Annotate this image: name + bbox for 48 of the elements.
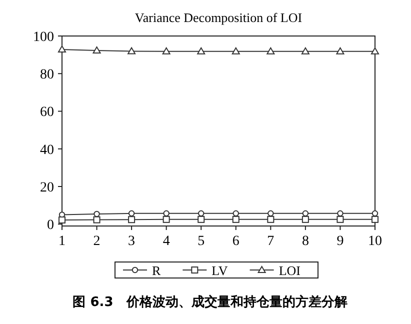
point	[302, 210, 309, 216]
point	[93, 216, 100, 224]
x-tick-label: 10	[368, 234, 382, 249]
x-tick-label: 7	[267, 234, 274, 249]
point	[198, 216, 205, 223]
point	[162, 47, 170, 54]
x-tick-label: 6	[232, 234, 240, 249]
point	[162, 216, 170, 223]
point	[198, 210, 204, 216]
point	[372, 210, 378, 216]
point	[336, 47, 344, 54]
point	[232, 216, 240, 223]
x-tick-label: 4	[162, 234, 170, 249]
point	[128, 216, 136, 224]
x-tick-label: 5	[198, 234, 205, 249]
y-tick-label: 60	[40, 105, 54, 120]
point	[232, 47, 240, 54]
point	[371, 47, 379, 54]
y-tick-label: 80	[40, 68, 54, 83]
point	[336, 216, 344, 223]
point	[163, 210, 170, 216]
legend-label: LV	[212, 263, 228, 278]
point	[302, 216, 309, 223]
x-tick-label: 3	[128, 234, 136, 249]
point	[197, 47, 206, 54]
point	[301, 47, 310, 54]
x-tick-label: 1	[58, 234, 66, 249]
legend-label: R	[152, 263, 161, 278]
y-tick-label: 20	[40, 180, 54, 196]
point	[232, 210, 239, 216]
point	[337, 210, 344, 216]
x-tick-label: 2	[93, 234, 100, 249]
legend-label: LOI	[278, 263, 300, 278]
caption: 图 6.3 价格波动、成交量和持仓量的方差分解	[72, 294, 348, 310]
point	[128, 47, 136, 54]
x-tick-label: 8	[302, 234, 309, 249]
point	[267, 216, 274, 223]
point	[94, 210, 100, 218]
point	[268, 210, 274, 216]
y-tick-label: 0	[47, 218, 54, 234]
point	[266, 47, 275, 54]
y-tick-label: 40	[40, 142, 54, 158]
chart-title: Variance Decomposition of LOI	[134, 10, 302, 25]
point	[372, 216, 378, 223]
point	[128, 210, 135, 216]
y-tick-label: 100	[33, 30, 54, 45]
x-tick-label: 9	[336, 234, 344, 249]
point	[92, 46, 101, 54]
